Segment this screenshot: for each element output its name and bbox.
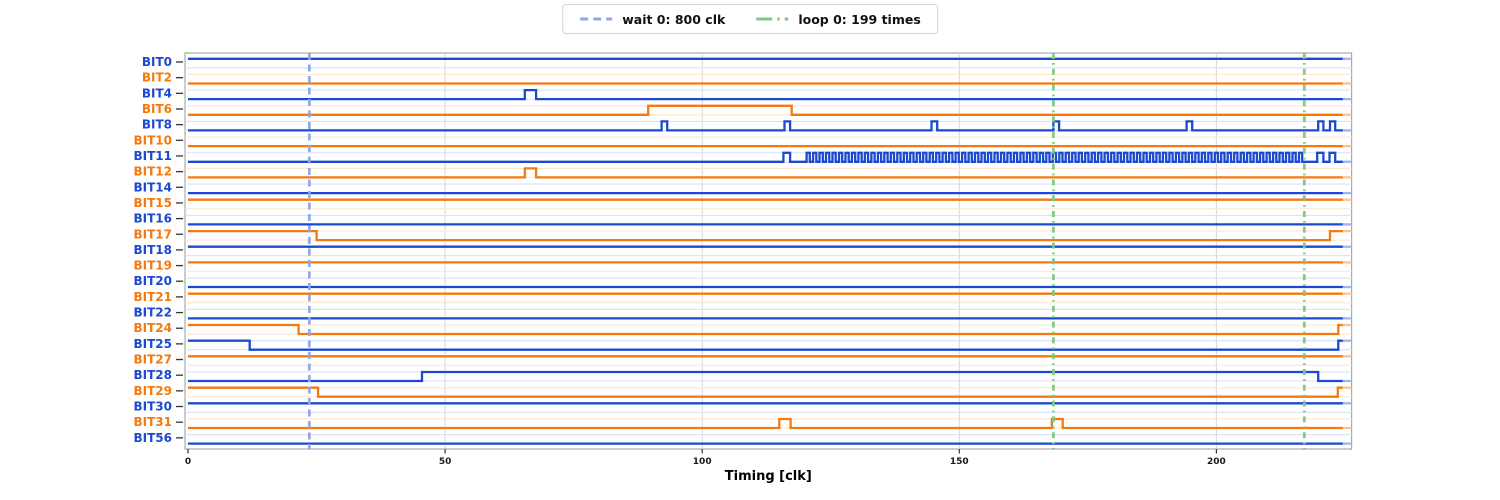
legend-item-wait: wait 0: 800 clk (579, 12, 725, 27)
signal-wave-BIT11 (188, 151, 1343, 163)
signal-label-BIT2: BIT2 (142, 71, 172, 85)
signal-label-BIT16: BIT16 (134, 212, 173, 226)
signal-wave-BIT28 (188, 370, 1343, 383)
x-tick-label-50: 50 (439, 457, 452, 467)
x-tick-label-150: 150 (950, 457, 969, 467)
legend: wait 0: 800 clk loop 0: 199 times (562, 4, 938, 34)
signal-label-BIT10: BIT10 (134, 133, 173, 147)
signal-wave-BIT4 (188, 88, 1343, 101)
signal-label-BIT22: BIT22 (134, 306, 173, 320)
signal-wave-BIT25 (188, 339, 1343, 351)
signal-label-BIT0: BIT0 (142, 55, 172, 69)
signal-label-BIT4: BIT4 (142, 86, 172, 100)
signal-label-BIT6: BIT6 (142, 102, 172, 116)
signal-label-BIT8: BIT8 (142, 118, 172, 132)
signal-wave-BIT24 (188, 323, 1343, 336)
signal-label-BIT18: BIT18 (134, 243, 173, 257)
signal-label-BIT25: BIT25 (134, 337, 173, 351)
signal-label-BIT20: BIT20 (134, 274, 173, 288)
signal-label-BIT27: BIT27 (134, 353, 173, 367)
signal-wave-BIT6 (188, 104, 1343, 116)
plot-frame (184, 52, 1353, 450)
x-tick-label-0: 0 (185, 457, 191, 467)
x-tick-label-200: 200 (1207, 457, 1226, 467)
x-tick-label-100: 100 (693, 457, 712, 467)
signal-label-BIT24: BIT24 (134, 321, 173, 335)
signal-label-BIT12: BIT12 (134, 165, 173, 179)
signal-label-BIT17: BIT17 (134, 227, 173, 241)
signal-label-BIT11: BIT11 (134, 149, 173, 163)
legend-item-loop: loop 0: 199 times (755, 11, 921, 27)
signal-label-BIT31: BIT31 (134, 415, 173, 429)
x-axis-label: Timing [clk] (725, 469, 812, 484)
signal-wave-BIT8 (188, 120, 1343, 132)
wait-line-sample-icon (580, 17, 613, 21)
signal-wave-BIT12 (188, 167, 1343, 179)
signal-wave-BIT17 (188, 229, 1343, 242)
signal-label-BIT29: BIT29 (134, 384, 173, 398)
signal-wave-BIT31 (188, 417, 1343, 430)
signal-label-BIT28: BIT28 (134, 368, 173, 382)
signal-label-BIT21: BIT21 (134, 290, 173, 304)
signal-label-BIT56: BIT56 (134, 431, 173, 445)
loop-line-sample-icon (756, 17, 789, 21)
signal-wave-BIT29 (188, 386, 1343, 398)
signal-label-BIT30: BIT30 (134, 400, 173, 414)
legend-label-loop: loop 0: 199 times (798, 11, 921, 27)
signal-label-BIT19: BIT19 (134, 259, 173, 273)
signal-label-BIT15: BIT15 (134, 196, 173, 210)
legend-label-wait: wait 0: 800 clk (622, 11, 726, 27)
signal-label-BIT14: BIT14 (134, 180, 173, 194)
